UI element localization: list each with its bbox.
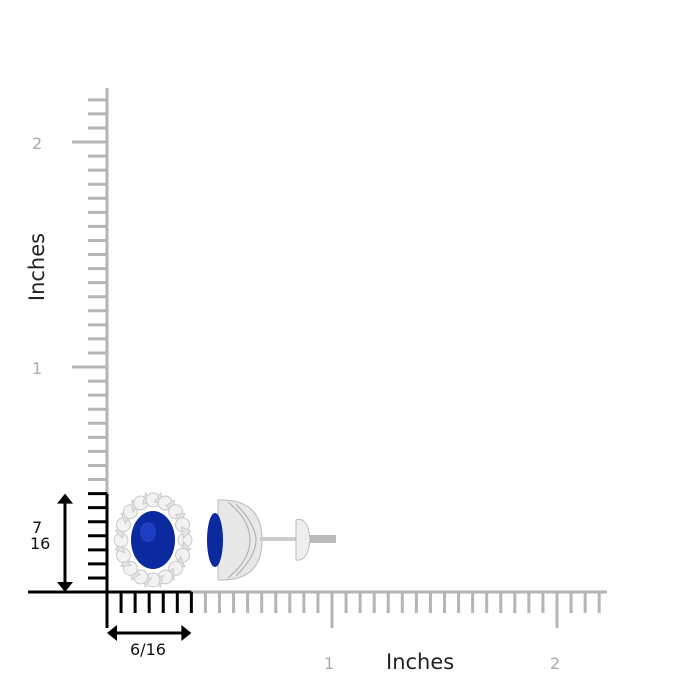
width-dimension-label: 6/16 [130,640,166,659]
height-denominator: 16 [30,534,51,553]
x-axis-title: Inches [386,650,455,674]
y-tick-label-2: 2 [32,134,43,153]
height-dimension-label: 7 16 [30,520,50,552]
x-tick-label-1: 1 [324,654,335,673]
sapphire-side [207,513,223,567]
diamond-halo [113,491,193,589]
halo-prong [181,526,192,540]
height-numerator: 7 [32,518,43,537]
width-arrowheads [107,625,192,641]
x-tick-label-2: 2 [550,654,561,673]
y-tick-label-1: 1 [32,359,43,378]
height-arrowheads [57,493,73,592]
y-axis-title: Inches [25,232,49,302]
